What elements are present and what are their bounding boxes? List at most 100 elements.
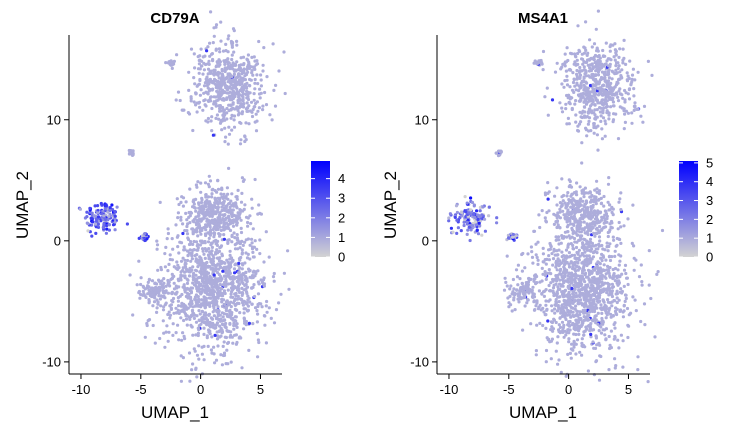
scatter-point	[540, 292, 544, 296]
scatter-point	[239, 230, 244, 235]
scatter-point	[155, 239, 159, 243]
scatter-point	[241, 281, 245, 285]
scatter-point	[225, 91, 229, 95]
scatter-point	[562, 193, 566, 198]
scatter-point	[208, 223, 212, 227]
scatter-point	[600, 215, 604, 219]
scatter-point	[188, 379, 192, 383]
scatter-point	[633, 101, 637, 105]
scatter-point	[189, 47, 194, 51]
scatter-point	[187, 112, 192, 116]
scatter-point	[593, 108, 597, 112]
scatter-point	[149, 291, 153, 295]
scatter-point	[578, 230, 582, 234]
scatter-point	[563, 315, 567, 319]
scatter-point	[234, 262, 238, 266]
scatter-point	[204, 193, 208, 197]
scatter-point	[619, 241, 623, 245]
scatter-point	[453, 215, 457, 219]
scatter-point	[586, 122, 591, 126]
scatter-point	[609, 225, 613, 229]
scatter-point	[590, 111, 594, 115]
scatter-point	[190, 308, 195, 312]
scatter-point	[478, 214, 482, 218]
scatter-point	[562, 335, 566, 339]
scatter-point	[543, 270, 547, 274]
scatter-point	[623, 263, 628, 267]
scatter-point	[536, 240, 540, 244]
scatter-point	[584, 126, 588, 130]
scatter-point	[234, 69, 238, 73]
scatter-point	[620, 68, 624, 72]
scatter-point	[454, 204, 459, 208]
scatter-point	[581, 216, 585, 220]
scatter-point	[580, 337, 584, 341]
scatter-point	[131, 313, 135, 317]
scatter-point	[563, 288, 568, 292]
scatter-point	[574, 120, 578, 124]
scatter-point	[253, 101, 258, 106]
scatter-point	[274, 308, 279, 312]
scatter-point	[565, 225, 570, 229]
scatter-point	[621, 47, 625, 51]
scatter-point	[184, 305, 188, 309]
scatter-point	[96, 222, 100, 226]
scatter-point	[255, 309, 259, 313]
scatter-point	[247, 269, 251, 273]
scatter-point	[590, 304, 594, 308]
scatter-point	[239, 63, 243, 67]
scatter-point	[619, 333, 624, 337]
scatter-point	[218, 264, 222, 268]
scatter-point	[538, 225, 542, 230]
scatter-point	[508, 287, 512, 291]
scatter-point	[592, 292, 596, 296]
scatter-point	[595, 251, 599, 255]
scatter-point	[90, 211, 94, 215]
scatter-point	[167, 262, 171, 266]
scatter-point	[598, 211, 602, 215]
scatter-point	[179, 218, 183, 222]
scatter-point	[209, 260, 214, 264]
scatter-point	[181, 274, 185, 278]
scatter-point	[563, 79, 567, 83]
scatter-point	[212, 95, 216, 99]
scatter-point	[564, 69, 569, 73]
scatter-point	[244, 251, 248, 255]
scatter-point	[605, 84, 609, 88]
scatter-point	[207, 174, 211, 178]
scatter-point	[225, 299, 229, 303]
scatter-point	[576, 251, 580, 255]
scatter-point	[191, 265, 195, 269]
scatter-point	[564, 306, 569, 310]
scatter-point	[607, 334, 611, 339]
scatter-point	[598, 224, 602, 229]
scatter-point	[192, 239, 196, 244]
scatter-point	[574, 55, 578, 59]
scatter-point	[194, 209, 198, 213]
scatter-point	[233, 307, 237, 311]
scatter-point	[194, 320, 199, 324]
x-axis-label: UMAP_1	[141, 403, 209, 422]
scatter-point	[594, 360, 598, 364]
scatter-point	[131, 151, 135, 156]
scatter-point	[625, 71, 629, 75]
scatter-point	[246, 70, 250, 74]
scatter-point	[594, 27, 598, 31]
scatter-point	[536, 262, 540, 266]
scatter-point	[192, 230, 196, 234]
scatter-point	[582, 204, 586, 209]
scatter-point	[279, 292, 283, 296]
scatter-point	[585, 246, 589, 250]
scatter-point	[253, 177, 257, 182]
scatter-point	[235, 223, 239, 227]
scatter-point	[549, 357, 553, 361]
scatter-point	[611, 100, 616, 104]
scatter-point	[206, 45, 210, 49]
scatter-point	[585, 254, 589, 258]
scatter-point	[616, 137, 621, 141]
scatter-point	[168, 316, 172, 320]
scatter-point	[198, 263, 202, 267]
scatter-point	[583, 280, 587, 284]
scatter-point	[206, 72, 210, 76]
scatter-point	[587, 215, 591, 219]
